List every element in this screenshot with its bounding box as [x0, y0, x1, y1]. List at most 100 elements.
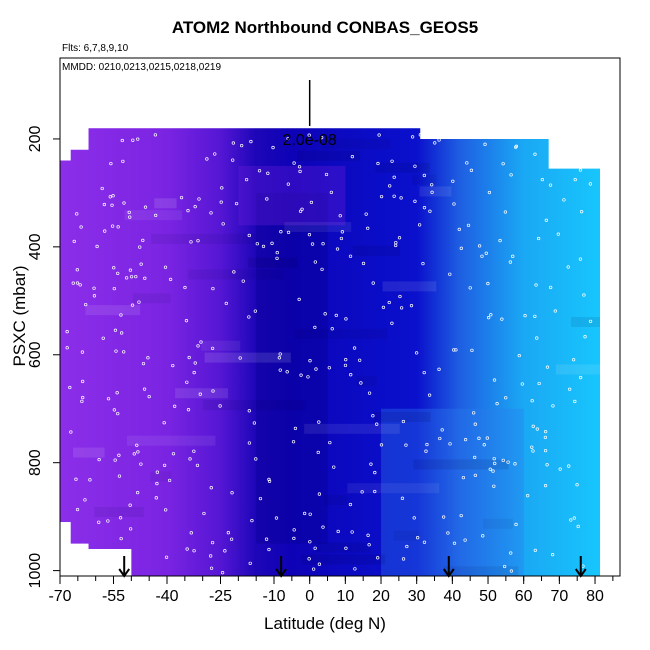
sample-point: [197, 197, 201, 201]
sample-point: [72, 142, 77, 146]
sample-point: [466, 223, 471, 228]
sample-point: [154, 213, 158, 218]
sample-point: [503, 210, 508, 214]
sample-point: [425, 442, 429, 447]
y-tick-label: 800: [27, 449, 44, 476]
sample-point: [275, 251, 279, 255]
sample-point: [558, 467, 562, 471]
sample-point: [270, 241, 274, 245]
sample-point: [218, 404, 222, 408]
sample-point: [417, 223, 422, 227]
heatmap-band: [202, 400, 306, 411]
sample-point: [278, 368, 282, 372]
sample-point: [473, 422, 477, 426]
sample-point: [533, 314, 537, 318]
heatmap-band: [443, 566, 519, 577]
sample-point: [103, 229, 107, 233]
sample-point: [230, 491, 234, 495]
sample-point: [240, 143, 244, 148]
sample-point: [545, 463, 549, 467]
sample-point: [321, 242, 325, 246]
heatmap-band: [248, 257, 298, 268]
sample-point: [311, 567, 316, 571]
sample-point: [375, 422, 379, 426]
sample-point: [540, 177, 545, 182]
sample-point: [252, 421, 257, 425]
sample-point: [248, 561, 252, 566]
sample-point: [390, 159, 394, 163]
x-tick-label: -10: [262, 588, 285, 605]
heatmap-upper-patch: [238, 165, 346, 226]
sample-point: [313, 325, 317, 330]
heatmap-band: [555, 364, 601, 375]
sample-point: [293, 426, 298, 431]
sample-point: [129, 275, 134, 279]
sample-point: [454, 348, 458, 352]
sample-point: [578, 375, 583, 380]
sample-point: [143, 276, 147, 280]
sample-point: [132, 452, 136, 456]
sample-point: [209, 211, 213, 215]
heatmap-band: [73, 447, 105, 458]
sample-point: [480, 254, 484, 258]
sample-point: [328, 440, 332, 445]
sample-point: [112, 408, 117, 412]
heatmap-band: [322, 138, 391, 149]
x-tick-label: 50: [479, 588, 497, 605]
sample-point: [358, 358, 362, 362]
sample-point: [309, 200, 314, 205]
sample-point: [360, 490, 364, 494]
heatmap-band: [393, 530, 420, 541]
sample-point: [285, 370, 289, 374]
sample-point: [437, 138, 441, 142]
sample-point: [352, 346, 357, 350]
sample-point: [422, 173, 427, 178]
sample-point: [84, 302, 88, 307]
sample-point: [553, 309, 557, 313]
sample-point: [75, 212, 79, 216]
heatmap-band: [150, 471, 172, 482]
sample-point: [220, 186, 224, 190]
sample-point: [404, 443, 408, 447]
sample-point: [344, 546, 348, 550]
sample-point: [188, 457, 192, 461]
sample-point: [113, 328, 118, 332]
heatmap-band: [151, 233, 257, 244]
sample-point: [477, 244, 482, 248]
sample-point: [226, 531, 231, 535]
sample-point: [128, 215, 132, 219]
sample-point: [220, 571, 225, 575]
sample-point: [398, 294, 402, 299]
sample-point: [465, 161, 469, 165]
sample-point: [117, 474, 122, 478]
sample-point: [536, 236, 541, 241]
sample-point: [492, 457, 496, 461]
heatmap-base: [60, 128, 601, 577]
sample-point: [486, 316, 491, 320]
sample-point: [359, 381, 363, 385]
heatmap-band: [324, 495, 347, 506]
sample-point: [307, 133, 311, 137]
sample-point: [569, 518, 573, 522]
sample-point: [461, 475, 466, 480]
sample-point: [310, 242, 315, 246]
sample-point: [258, 496, 263, 501]
x-tick-label: 60: [515, 588, 533, 605]
sample-point: [399, 306, 404, 310]
sample-point: [367, 391, 372, 395]
sample-point: [493, 461, 497, 466]
sample-point: [122, 350, 126, 354]
sample-point: [209, 554, 213, 558]
sample-point: [308, 359, 312, 363]
heatmap-band: [85, 305, 141, 316]
sample-point: [567, 464, 571, 468]
heatmap-band: [375, 162, 430, 173]
sample-point: [535, 336, 539, 340]
heatmap-band: [373, 411, 431, 422]
sample-point: [530, 445, 534, 449]
sample-point: [163, 265, 168, 269]
sample-point: [92, 286, 96, 290]
sample-point: [231, 158, 235, 162]
sample-point: [566, 132, 571, 137]
sample-point: [231, 141, 236, 145]
